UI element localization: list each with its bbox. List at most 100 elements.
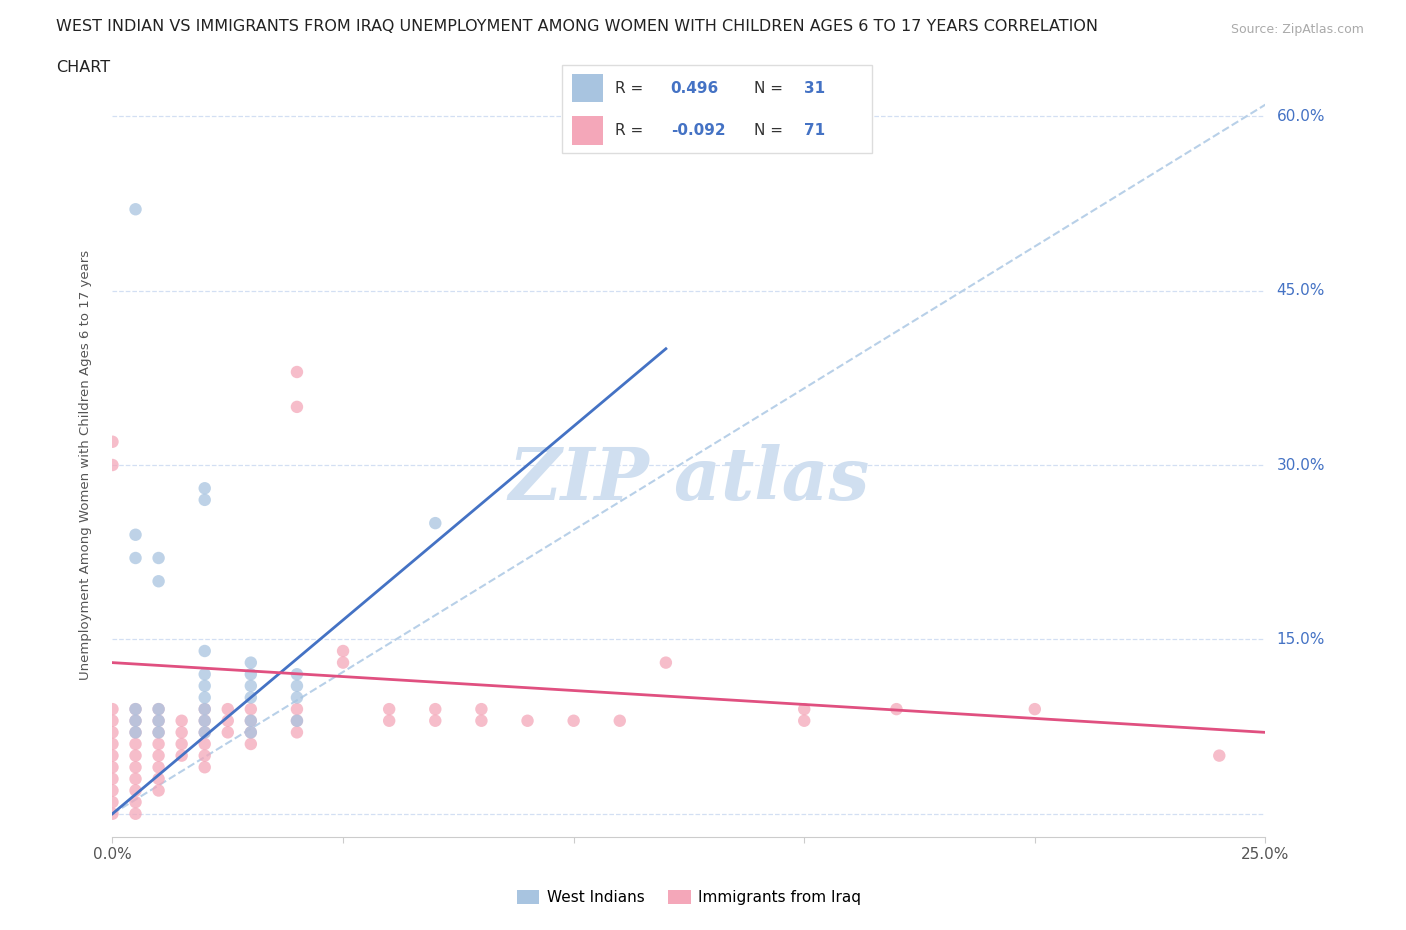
Point [148, 701, 170, 716]
Point [170, 713, 193, 728]
Point [101, 713, 124, 728]
Bar [572, 74, 603, 102]
Bar [572, 116, 603, 145]
Point [101, 434, 124, 449]
Point [239, 655, 262, 670]
Point [124, 783, 146, 798]
Point [101, 772, 124, 787]
Point [101, 701, 124, 716]
Point [101, 794, 124, 809]
Y-axis label: Unemployment Among Women with Children Ages 6 to 17 years: Unemployment Among Women with Children A… [79, 250, 91, 680]
Point [217, 701, 239, 716]
Point [124, 806, 146, 821]
Point [1208, 748, 1230, 763]
Point [194, 690, 217, 705]
Point [148, 783, 170, 798]
Point [470, 701, 492, 716]
Point [124, 760, 146, 775]
Point [194, 701, 217, 716]
Point [332, 644, 354, 658]
Point [378, 713, 401, 728]
Point [194, 713, 217, 728]
Point [425, 713, 447, 728]
Point [239, 713, 262, 728]
Point [425, 515, 447, 530]
Point [285, 725, 308, 740]
Text: CHART: CHART [56, 60, 110, 75]
Point [124, 748, 146, 763]
Point [124, 713, 146, 728]
Point [148, 551, 170, 565]
Point [148, 701, 170, 716]
Point [285, 690, 308, 705]
Point [124, 527, 146, 542]
Point [655, 655, 678, 670]
Point [170, 725, 193, 740]
Point [194, 748, 217, 763]
Legend: West Indians, Immigrants from Iraq: West Indians, Immigrants from Iraq [510, 884, 868, 911]
Point [285, 713, 308, 728]
Point [562, 713, 585, 728]
Point [148, 725, 170, 740]
Point [124, 725, 146, 740]
Point [194, 481, 217, 496]
Point [285, 701, 308, 716]
Point [124, 794, 146, 809]
Point [124, 701, 146, 716]
Point [124, 713, 146, 728]
Point [101, 725, 124, 740]
Point [101, 806, 124, 821]
Point [239, 701, 262, 716]
Point [124, 202, 146, 217]
Text: 15.0%: 15.0% [1277, 631, 1324, 647]
Point [239, 737, 262, 751]
Point [194, 644, 217, 658]
Point [148, 574, 170, 589]
FancyBboxPatch shape [562, 65, 872, 153]
Point [425, 701, 447, 716]
Point [194, 760, 217, 775]
Point [239, 679, 262, 694]
Point [239, 713, 262, 728]
Point [194, 667, 217, 682]
Text: 71: 71 [804, 123, 825, 138]
Point [886, 701, 908, 716]
Point [239, 667, 262, 682]
Text: Source: ZipAtlas.com: Source: ZipAtlas.com [1230, 23, 1364, 36]
Text: 31: 31 [804, 81, 825, 96]
Point [239, 690, 262, 705]
Point [148, 748, 170, 763]
Point [793, 713, 815, 728]
Point [124, 701, 146, 716]
Point [101, 748, 124, 763]
Point [101, 737, 124, 751]
Text: 45.0%: 45.0% [1277, 283, 1324, 299]
Point [516, 713, 538, 728]
Point [101, 783, 124, 798]
Text: 0.496: 0.496 [671, 81, 718, 96]
Point [285, 667, 308, 682]
Point [148, 737, 170, 751]
Point [285, 400, 308, 415]
Text: N =: N = [754, 123, 787, 138]
Point [101, 458, 124, 472]
Point [170, 748, 193, 763]
Point [194, 713, 217, 728]
Point [793, 701, 815, 716]
Text: 60.0%: 60.0% [1277, 109, 1324, 124]
Point [217, 725, 239, 740]
Text: ZIP atlas: ZIP atlas [509, 445, 869, 515]
Point [609, 713, 631, 728]
Point [332, 655, 354, 670]
Point [124, 551, 146, 565]
Point [194, 679, 217, 694]
Point [285, 365, 308, 379]
Point [470, 713, 492, 728]
Point [170, 737, 193, 751]
Point [194, 737, 217, 751]
Text: R =: R = [614, 123, 648, 138]
Point [217, 713, 239, 728]
Point [124, 725, 146, 740]
Point [239, 725, 262, 740]
Point [101, 760, 124, 775]
